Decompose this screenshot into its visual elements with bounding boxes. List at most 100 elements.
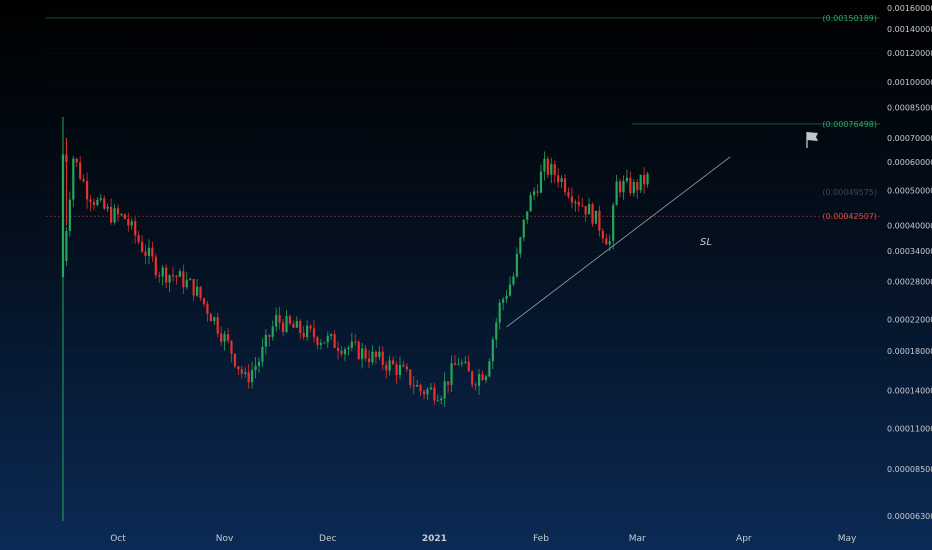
y-tick-label: 0.00008500	[887, 465, 932, 474]
candle-body	[336, 347, 340, 352]
candle	[264, 329, 267, 355]
candle	[371, 345, 374, 365]
candle	[519, 236, 522, 259]
candle-body	[168, 275, 171, 283]
candle-body	[113, 208, 116, 223]
candle	[646, 171, 649, 188]
candle-body	[154, 256, 157, 276]
candle	[178, 268, 181, 278]
candle-body	[202, 298, 206, 304]
candle-body	[309, 325, 312, 329]
candle-body	[347, 347, 350, 350]
y-tick-label: 0.00060000	[887, 158, 932, 167]
candle-body	[471, 371, 474, 385]
candle-body	[233, 353, 237, 367]
candle	[237, 366, 240, 375]
candle-body	[264, 334, 267, 347]
candle-body	[147, 247, 151, 256]
candle	[550, 157, 553, 184]
candle-body	[570, 196, 574, 203]
candle-body	[65, 231, 68, 261]
candle	[395, 360, 398, 384]
candle-body	[625, 177, 629, 181]
candle	[165, 264, 168, 289]
candle	[144, 244, 147, 265]
candle	[326, 331, 329, 348]
candle-body	[195, 286, 199, 296]
candle-body	[398, 364, 402, 375]
candle-body	[498, 302, 501, 323]
candle-body	[223, 334, 226, 342]
candle	[185, 271, 188, 290]
candle	[594, 210, 598, 224]
candle-body	[529, 195, 532, 212]
candle-body	[536, 191, 539, 193]
x-tick-label: Dec	[319, 534, 336, 544]
candle	[275, 307, 278, 332]
candle-body	[615, 181, 618, 206]
candle	[61, 116, 65, 522]
candle-body	[116, 208, 120, 215]
candle	[385, 361, 388, 379]
candle-body	[288, 316, 292, 324]
level-label: (0.00150189)	[822, 14, 877, 23]
candle	[251, 361, 254, 389]
candle	[137, 231, 140, 245]
candle	[481, 370, 484, 381]
candle	[543, 151, 546, 181]
candle	[553, 160, 556, 183]
candle-body	[251, 369, 254, 383]
candle	[130, 218, 133, 230]
candle	[484, 375, 488, 384]
candle-body	[612, 205, 615, 242]
candle	[82, 174, 85, 183]
candle-body	[567, 192, 570, 197]
candle	[302, 326, 305, 341]
candle	[581, 197, 584, 207]
candle	[419, 383, 422, 396]
candle	[529, 192, 532, 212]
faint-price-label: (0.00049575)	[822, 188, 877, 197]
candle	[539, 164, 543, 194]
candle-body	[281, 322, 285, 332]
candle-body	[357, 341, 360, 360]
candle	[299, 319, 302, 340]
candle-body	[189, 279, 192, 281]
candle	[278, 306, 281, 330]
candle-body	[574, 201, 577, 203]
candle	[240, 365, 243, 379]
candle-body	[605, 238, 608, 245]
candle-body	[89, 199, 92, 203]
candle	[223, 330, 226, 351]
candle-body	[185, 279, 188, 288]
candle-body	[422, 391, 426, 395]
candle	[285, 310, 288, 334]
candle-body	[416, 384, 419, 387]
candle	[189, 277, 192, 281]
candle	[357, 339, 360, 361]
candle-body	[618, 181, 622, 193]
candle-body	[316, 337, 319, 345]
candle	[72, 155, 75, 208]
candle	[447, 381, 450, 393]
y-tick-label: 0.00160000	[887, 4, 932, 13]
candle	[306, 320, 309, 341]
candle-body	[591, 204, 594, 224]
candle-body	[158, 275, 161, 277]
candle	[161, 265, 164, 286]
candle	[292, 320, 295, 328]
candle-body	[82, 178, 85, 182]
candle-body	[161, 267, 164, 277]
candle	[340, 346, 343, 357]
candle	[557, 167, 560, 188]
candle	[378, 345, 381, 361]
candle-body	[364, 348, 367, 359]
candle	[560, 175, 563, 189]
candle-body	[110, 206, 113, 223]
candle	[68, 191, 71, 237]
candle	[605, 233, 608, 245]
candle	[106, 203, 109, 213]
candle-body	[302, 332, 305, 338]
